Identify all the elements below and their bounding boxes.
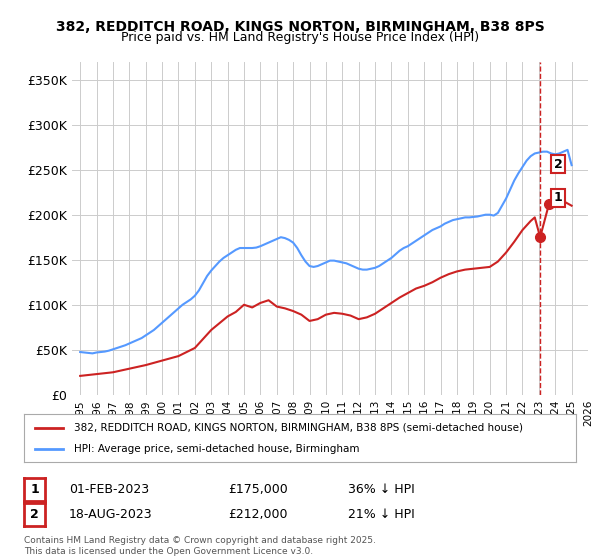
Text: Contains HM Land Registry data © Crown copyright and database right 2025.
This d: Contains HM Land Registry data © Crown c… [24,536,376,556]
Text: 01-FEB-2023: 01-FEB-2023 [69,483,149,496]
Text: 18-AUG-2023: 18-AUG-2023 [69,508,152,521]
Text: 21% ↓ HPI: 21% ↓ HPI [348,508,415,521]
Text: 36% ↓ HPI: 36% ↓ HPI [348,483,415,496]
Text: HPI: Average price, semi-detached house, Birmingham: HPI: Average price, semi-detached house,… [74,444,359,454]
Text: 382, REDDITCH ROAD, KINGS NORTON, BIRMINGHAM, B38 8PS: 382, REDDITCH ROAD, KINGS NORTON, BIRMIN… [56,20,544,34]
Text: Price paid vs. HM Land Registry's House Price Index (HPI): Price paid vs. HM Land Registry's House … [121,31,479,44]
Text: 1: 1 [553,191,562,204]
Text: £212,000: £212,000 [228,508,287,521]
Text: 1: 1 [30,483,39,496]
Text: 2: 2 [554,158,563,171]
Text: £175,000: £175,000 [228,483,288,496]
Text: 382, REDDITCH ROAD, KINGS NORTON, BIRMINGHAM, B38 8PS (semi-detached house): 382, REDDITCH ROAD, KINGS NORTON, BIRMIN… [74,423,523,433]
Text: 2: 2 [30,508,39,521]
